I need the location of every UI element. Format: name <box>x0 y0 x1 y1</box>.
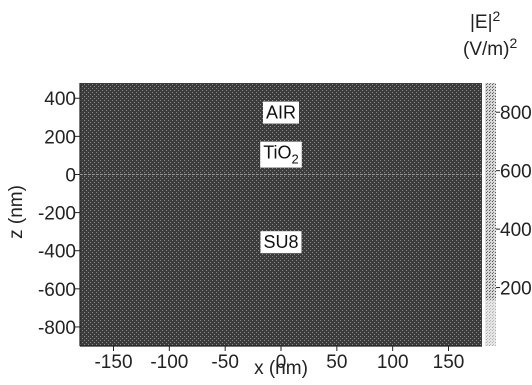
colorbar-ticks: 800 600 400 200 <box>496 103 532 300</box>
x-tick-label: 150 <box>433 352 465 373</box>
region-label-text: AIR <box>266 103 296 123</box>
region-label-su8: SU8 <box>260 231 302 254</box>
y-tick-label: -800 <box>38 318 76 339</box>
y-tick-label: -600 <box>38 280 76 301</box>
x-tick-label: -100 <box>150 352 188 373</box>
x-tick-label: -50 <box>211 352 238 373</box>
field-map <box>80 83 482 346</box>
colorbar-title-line1: |E|2 <box>470 8 501 33</box>
y-tick-label: -200 <box>38 204 76 225</box>
region-label-air: AIR <box>262 101 300 124</box>
colorbar-tick-label: 800 <box>500 103 532 124</box>
y-tick-label: -400 <box>38 242 76 263</box>
region-label-box <box>260 231 302 254</box>
y-tick-label: 200 <box>44 127 76 148</box>
x-axis-ticks: -150 -100 -50 0 50 100 150 <box>94 346 464 373</box>
colorbar-tick-label: 200 <box>500 279 532 300</box>
colorbar <box>485 83 496 346</box>
region-label-box <box>260 141 302 168</box>
x-axis-label: x (nm) <box>254 358 308 379</box>
y-axis-label: z (nm) <box>6 185 27 239</box>
y-tick-label: 0 <box>65 165 76 186</box>
x-tick-label: 100 <box>377 352 409 373</box>
colorbar-tick-label: 400 <box>500 220 532 241</box>
region-label-text: TiO2 <box>263 143 299 167</box>
region-label-tio: TiO2 <box>260 141 302 168</box>
colorbar-low-band <box>485 300 496 346</box>
y-tick-label: 400 <box>44 89 76 110</box>
region-label-text: SU8 <box>263 232 298 252</box>
colorbar-tick-label: 600 <box>500 162 532 183</box>
colorbar-title-line2: (V/m)2 <box>463 35 517 60</box>
x-tick-label: -150 <box>94 352 132 373</box>
region-label-box <box>262 101 300 124</box>
region-labels: AIR TiO2 SU8 <box>260 101 302 254</box>
x-tick-label: 50 <box>326 352 347 373</box>
x-tick-label: 0 <box>276 352 287 373</box>
y-axis-ticks: 400 200 0 -200 -400 -600 -800 <box>38 89 80 339</box>
